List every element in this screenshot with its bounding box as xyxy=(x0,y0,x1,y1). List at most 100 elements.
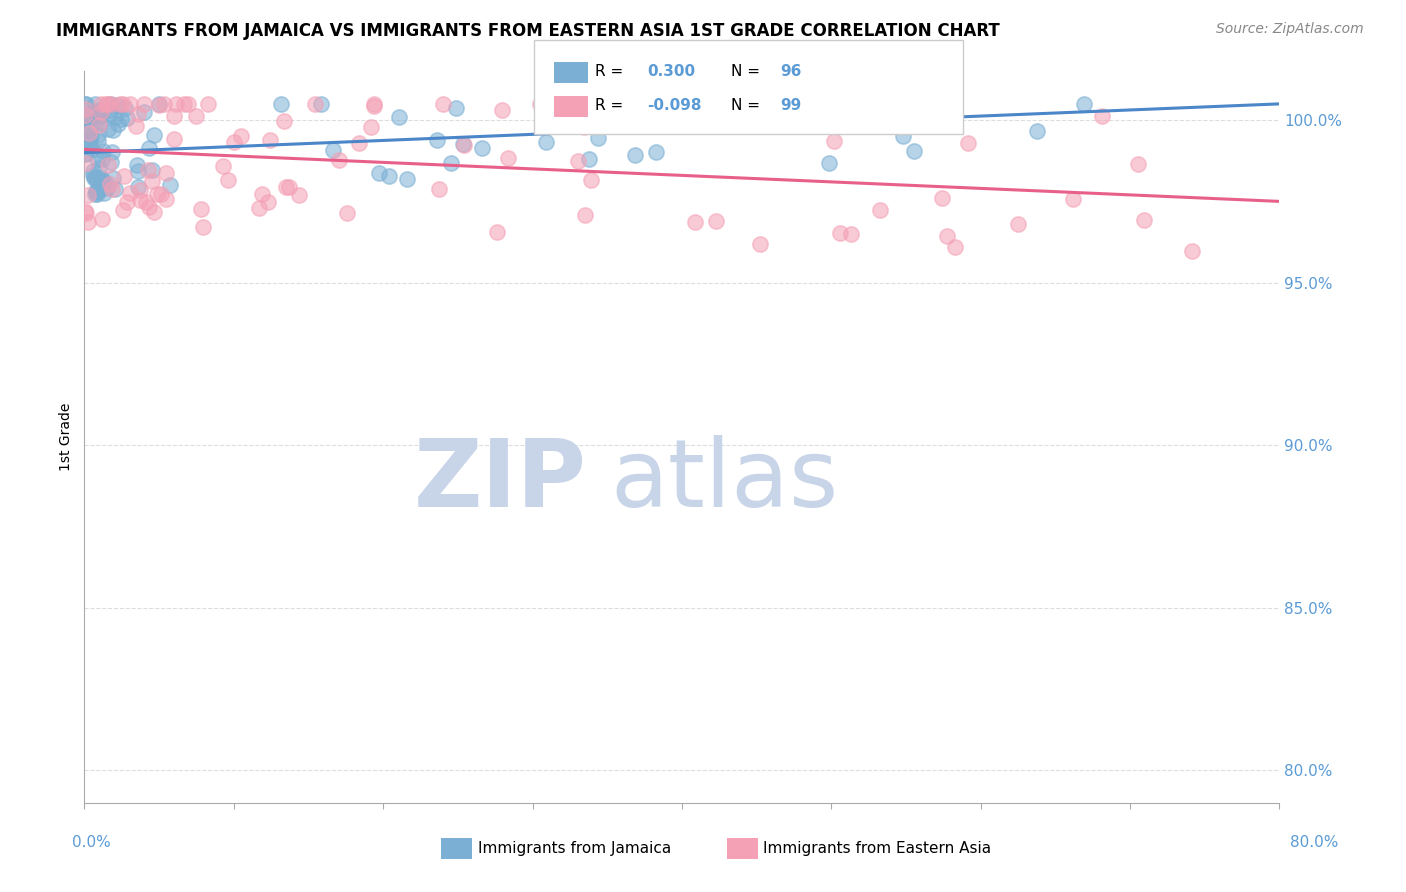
Point xyxy=(1126,157,1149,171)
Text: R =: R = xyxy=(595,64,628,79)
Point xyxy=(585,115,607,129)
Point xyxy=(775,110,797,124)
Point xyxy=(191,220,214,235)
Point xyxy=(1007,217,1029,231)
Point xyxy=(86,152,108,166)
Point xyxy=(86,173,108,187)
Point xyxy=(138,200,160,214)
Point xyxy=(104,182,127,196)
Point xyxy=(94,96,117,111)
Point xyxy=(89,116,111,130)
Point xyxy=(98,103,121,118)
Point xyxy=(77,109,100,123)
Point xyxy=(83,109,105,123)
Point xyxy=(529,96,551,111)
Point xyxy=(91,212,114,227)
Point xyxy=(93,186,115,200)
Point xyxy=(257,195,280,210)
Point xyxy=(534,135,557,149)
Point xyxy=(138,140,160,154)
Point xyxy=(82,164,104,178)
Point xyxy=(87,103,110,117)
Point xyxy=(110,96,132,111)
Point xyxy=(134,104,156,119)
Point xyxy=(347,136,370,151)
Point xyxy=(77,126,100,140)
Point xyxy=(943,240,966,254)
Point xyxy=(73,136,96,151)
Point xyxy=(148,96,170,111)
Point xyxy=(90,170,112,185)
Point xyxy=(274,180,297,194)
Point xyxy=(957,136,980,150)
Point xyxy=(471,141,494,155)
Point xyxy=(217,173,239,187)
Point xyxy=(496,152,519,166)
Point xyxy=(1025,123,1047,137)
Point xyxy=(96,181,118,195)
Point xyxy=(75,156,97,170)
Point xyxy=(165,96,187,111)
Text: R =: R = xyxy=(595,98,628,113)
Text: atlas: atlas xyxy=(610,435,838,527)
Point xyxy=(259,133,281,147)
Point xyxy=(212,159,235,173)
Point xyxy=(599,114,621,128)
Point xyxy=(112,169,135,183)
Text: 0.0%: 0.0% xyxy=(72,836,111,850)
Point xyxy=(76,131,98,145)
Point xyxy=(77,215,100,229)
Point xyxy=(155,166,177,180)
Point xyxy=(94,175,117,189)
Point xyxy=(1181,244,1204,259)
Point xyxy=(149,187,172,202)
Point xyxy=(748,236,770,251)
Text: N =: N = xyxy=(731,98,765,113)
Point xyxy=(79,106,101,120)
Point xyxy=(1133,213,1156,227)
Point xyxy=(75,146,97,161)
Point xyxy=(73,102,96,116)
Point xyxy=(87,134,110,148)
Point xyxy=(159,178,181,192)
Point xyxy=(76,206,98,220)
Point xyxy=(869,203,891,218)
Point xyxy=(86,186,108,201)
Point xyxy=(73,204,96,219)
Point xyxy=(309,96,332,111)
Point xyxy=(363,96,385,111)
Point xyxy=(304,96,326,111)
Point xyxy=(184,109,207,123)
Point xyxy=(273,114,295,128)
Point xyxy=(453,137,475,152)
Point xyxy=(84,184,107,198)
Point xyxy=(328,153,350,167)
Point xyxy=(80,129,103,144)
Point xyxy=(97,157,120,171)
Point xyxy=(704,214,727,228)
Point xyxy=(77,188,100,202)
Point xyxy=(141,162,163,177)
Point xyxy=(572,120,595,134)
Point xyxy=(446,102,468,116)
Point xyxy=(127,164,149,178)
Point xyxy=(222,135,245,149)
Text: Immigrants from Jamaica: Immigrants from Jamaica xyxy=(478,841,671,855)
Point xyxy=(579,173,602,187)
Point xyxy=(90,174,112,188)
Point xyxy=(90,172,112,186)
Point xyxy=(578,153,600,167)
Point xyxy=(101,170,124,185)
Point xyxy=(432,96,454,111)
Y-axis label: 1st Grade: 1st Grade xyxy=(59,403,73,471)
Point xyxy=(683,215,706,229)
Point xyxy=(112,202,135,217)
Point xyxy=(128,193,150,207)
Point xyxy=(80,118,103,132)
Point xyxy=(177,96,200,111)
Point xyxy=(1091,109,1114,123)
Point xyxy=(288,187,311,202)
Point xyxy=(79,136,101,150)
Point xyxy=(73,96,96,111)
Point xyxy=(80,143,103,157)
